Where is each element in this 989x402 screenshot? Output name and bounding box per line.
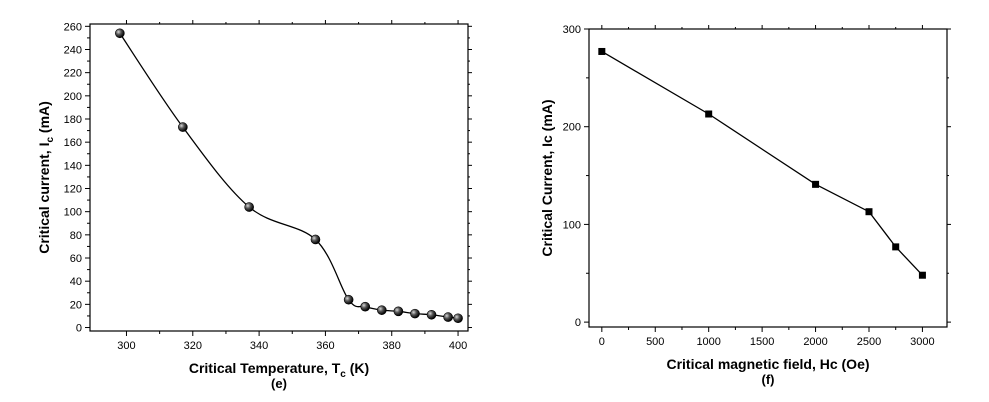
chart-f-x-tick-label: 2000 — [803, 336, 827, 348]
chart-f-y-axis-label: Critical Current, Ic (mA) — [539, 99, 555, 256]
chart-e-x-tick-label: 400 — [449, 340, 467, 352]
chart-e-y-tick-label: 80 — [70, 230, 82, 242]
chart-e-x-tick-label: 380 — [383, 340, 401, 352]
chart-e-y-tick-label: 40 — [70, 276, 82, 288]
chart-f-x-tick-label: 500 — [646, 336, 664, 348]
chart-e-x-tick-label: 340 — [250, 340, 268, 352]
chart-f-data-point — [892, 243, 900, 251]
chart-e-data-point — [310, 234, 321, 245]
chart-e-data-point — [360, 301, 371, 312]
chart-e-y-tick-label: 180 — [64, 114, 82, 126]
chart-f-data-point — [865, 208, 873, 216]
chart-f-series-line — [601, 50, 923, 276]
chart-e-data-point — [393, 306, 404, 317]
chart-e-y-tick-label: 160 — [64, 137, 82, 149]
chart-e-y-tick-label: 240 — [64, 44, 82, 56]
chart-e-x-axis-label: Critical Temperature, Tc (K) — [189, 360, 369, 380]
chart-e-data-point — [443, 312, 453, 322]
chart-e-y-axis-label: Critical current, Ic (mA) — [36, 101, 56, 254]
chart-f-x-tick-label: 3000 — [910, 336, 934, 348]
chart-e-data-point — [115, 28, 125, 39]
chart-e-plot-frame — [89, 23, 469, 332]
chart-f-panel-label: (f) — [762, 372, 775, 387]
chart-e-data-point — [376, 305, 387, 315]
chart-f-data-point — [812, 180, 820, 188]
chart-e-series-line — [119, 32, 459, 319]
chart-f-data-point — [598, 47, 606, 55]
chart-f-data-point — [918, 271, 926, 279]
chart-e-data-point — [244, 202, 254, 212]
chart-e-y-tick-label: 60 — [70, 253, 82, 265]
chart-f-y-tick-label: 100 — [563, 219, 581, 231]
chart-e-data-point — [453, 313, 463, 324]
chart-f-x-tick-label: 1000 — [696, 336, 720, 348]
chart-f-y-tick-label: 200 — [563, 122, 581, 134]
chart-e-data-point — [343, 294, 354, 305]
chart-e-data-point — [178, 122, 188, 132]
chart-e-y-tick-label: 260 — [64, 21, 82, 33]
chart-e-data-point — [410, 308, 420, 319]
chart-e-y-tick-label: 20 — [70, 299, 82, 311]
chart-f-x-axis-label: Critical magnetic field, Hc (Oe) — [666, 356, 869, 372]
chart-f-x-tick-label: 2500 — [857, 336, 881, 348]
chart-f-data-point — [705, 110, 713, 118]
chart-f-x-tick-label: 1500 — [750, 336, 774, 348]
chart-e-x-tick-label: 360 — [316, 340, 334, 352]
chart-e-y-tick-label: 220 — [64, 68, 82, 80]
chart-f-y-tick-label: 300 — [563, 24, 581, 36]
chart-e-x-tick-label: 300 — [117, 340, 135, 352]
chart-e-data-point — [426, 309, 437, 320]
chart-e-y-tick-label: 100 — [64, 207, 82, 219]
chart-f: 0 500 1000 1500 2000 2500 3000 0 100 200 300 Crit… — [539, 24, 951, 387]
chart-e-y-tick-label: 120 — [64, 184, 82, 196]
chart-e-y-tick-label: 0 — [76, 323, 82, 335]
chart-e-y-tick-label: 140 — [64, 160, 82, 172]
chart-e-y-tick-label: 200 — [64, 91, 82, 103]
chart-e: 300 320 340 360 380 400 0 20 40 60 80 100 120 140 160… — [36, 20, 472, 391]
chart-e-panel-label: (e) — [271, 376, 287, 391]
chart-f-y-tick-label: 0 — [575, 317, 581, 329]
chart-f-plot-frame — [588, 28, 948, 328]
chart-f-x-tick-label: 0 — [599, 336, 605, 348]
chart-e-x-tick-label: 320 — [184, 340, 202, 352]
